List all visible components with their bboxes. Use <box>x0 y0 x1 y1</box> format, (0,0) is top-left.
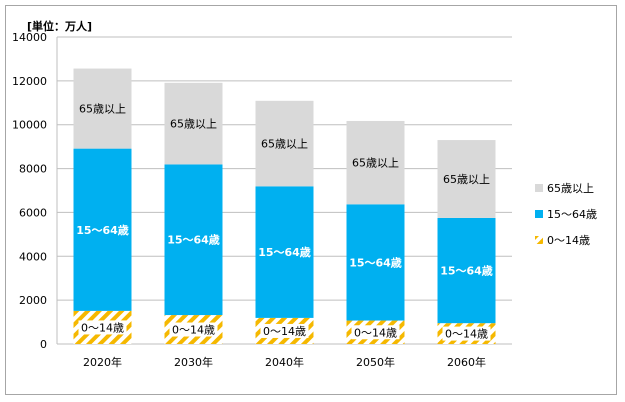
bar-segment-label: 65歳以上 <box>79 103 126 116</box>
legend: 65歳以上 15〜64歳 0〜14歳 <box>535 182 597 247</box>
y-tick-label: 4000 <box>19 250 47 263</box>
bar-segment-label: 0〜14歳 <box>81 321 124 334</box>
legend-label: 0〜14歳 <box>547 234 590 247</box>
y-tick-label: 0 <box>40 338 47 351</box>
unit-label: [単位：万人] <box>27 20 93 33</box>
bar-segment-label: 15〜64歳 <box>440 264 493 278</box>
y-tick-label: 8000 <box>19 163 47 176</box>
bar-segment <box>346 120 405 205</box>
legend-swatch <box>535 236 543 244</box>
bar-segment-label: 65歳以上 <box>443 173 490 186</box>
y-tick-label: 6000 <box>19 206 47 219</box>
x-category-label: 2020年 <box>83 355 122 369</box>
bar-segment <box>164 82 223 165</box>
bar-label-background <box>78 320 127 335</box>
x-category-label: 2060年 <box>447 355 486 369</box>
bar-label-background <box>169 322 218 337</box>
bar-segment-label: 65歳以上 <box>261 138 308 151</box>
bar-segment <box>73 148 132 311</box>
x-category-label: 2030年 <box>174 355 213 369</box>
bar-segment-label: 15〜64歳 <box>167 233 220 247</box>
bar-segment <box>255 186 314 318</box>
bar-label-background <box>351 325 400 340</box>
y-tick-label: 2000 <box>19 294 47 307</box>
bar-segment <box>437 217 496 324</box>
bar-segment <box>437 140 496 218</box>
bar-segment <box>346 204 405 321</box>
y-tick-label: 14000 <box>12 31 47 44</box>
y-tick-label: 10000 <box>12 119 47 132</box>
y-tick-label: 12000 <box>12 75 47 88</box>
bar-segment-label: 15〜64歳 <box>76 223 129 237</box>
bar-segment <box>164 164 223 316</box>
x-category-label: 2050年 <box>356 355 395 369</box>
x-category-label: 2040年 <box>265 355 304 369</box>
bar-segment <box>73 68 132 149</box>
bar-segment-label: 0〜14歳 <box>354 326 397 339</box>
bar-segment-label: 65歳以上 <box>352 157 399 170</box>
bar-segment-label: 15〜64歳 <box>258 245 311 259</box>
bar-segment-label: 0〜14歳 <box>172 324 215 337</box>
bar-segment-label: 15〜64歳 <box>349 255 402 269</box>
x-axis-labels: 2020年 2030年 2040年 2050年 2060年 <box>83 355 486 369</box>
legend-label: 15〜64歳 <box>547 208 597 221</box>
bar-segment-label: 0〜14歳 <box>445 328 488 341</box>
legend-label: 65歳以上 <box>547 182 594 195</box>
legend-swatch <box>535 184 543 192</box>
bar-label-background <box>260 323 309 338</box>
bars: 0〜14歳 15〜64歳 65歳以上 0〜14歳 15〜64歳 65歳以上 0〜14歳 15〜… <box>73 68 496 344</box>
bar-segment-label: 0〜14歳 <box>263 325 306 338</box>
bar-label-background <box>442 326 491 341</box>
y-axis: 0 2000 4000 6000 8000 10000 12000 14000 <box>12 31 58 351</box>
legend-swatch <box>535 210 543 218</box>
bar-segment <box>255 100 314 187</box>
bar-segment-label: 65歳以上 <box>170 118 217 131</box>
